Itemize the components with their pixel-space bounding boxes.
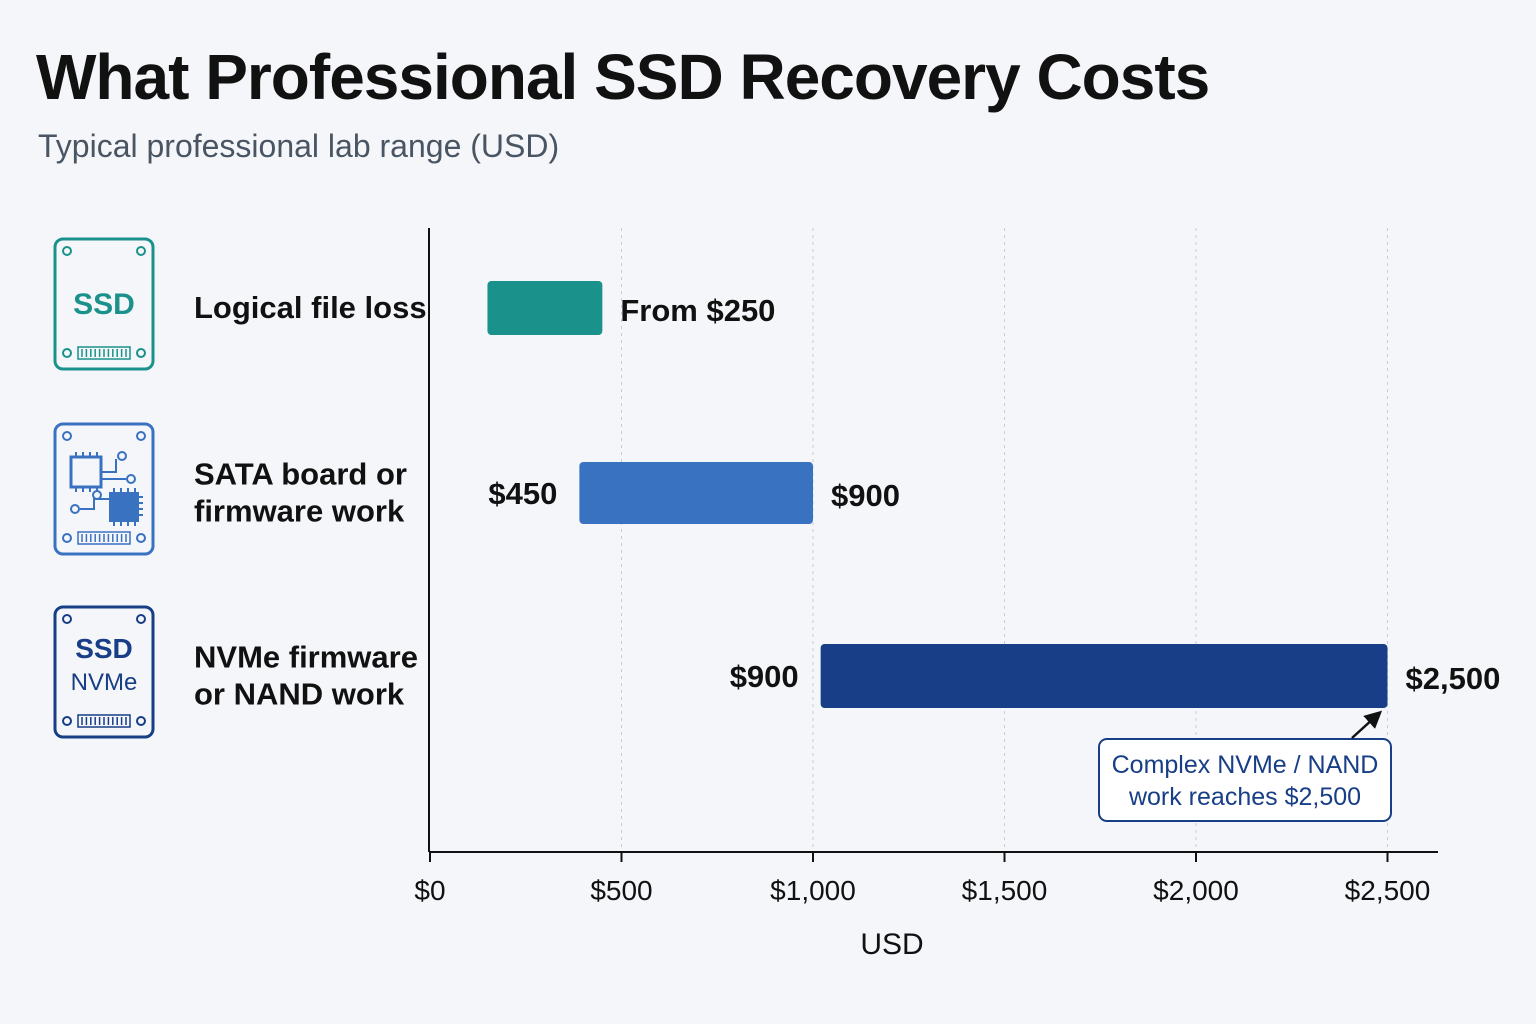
annotation-text: Complex NVMe / NAND xyxy=(1112,751,1379,779)
category-label: firmware work xyxy=(194,494,405,529)
ssd-chip-icon: SSD xyxy=(53,237,155,371)
chart-title: What Professional SSD Recovery Costs xyxy=(36,41,1210,113)
x-tick-label: $1,000 xyxy=(770,875,856,906)
category-label: or NAND work xyxy=(194,677,405,712)
range-bar xyxy=(820,644,1388,708)
category-label: SATA board or xyxy=(194,457,407,492)
range-bar xyxy=(487,281,603,335)
x-axis-label: USD xyxy=(860,928,923,961)
x-tick-label: $1,500 xyxy=(962,875,1048,906)
annotation-arrow xyxy=(1351,710,1383,739)
bar-low-label: $900 xyxy=(730,659,799,694)
x-tick-label: $500 xyxy=(590,875,652,906)
bar-high-label: $2,500 xyxy=(1406,661,1501,696)
circuit-board-icon xyxy=(53,422,155,556)
bar-low-label: $450 xyxy=(488,476,557,511)
chart-subtitle: Typical professional lab range (USD) xyxy=(38,128,560,164)
x-tick-label: $2,000 xyxy=(1153,875,1239,906)
range-bar xyxy=(579,462,813,524)
nvme-drive-icon: SSD NVMe xyxy=(53,605,155,739)
category-label: Logical file loss xyxy=(194,290,427,325)
icon-label: SSD xyxy=(73,288,135,321)
annotation-box xyxy=(1098,738,1392,822)
bar-high-label: $900 xyxy=(831,478,900,513)
x-tick-label: $2,500 xyxy=(1345,875,1431,906)
bar-high-label: From $250 xyxy=(620,293,775,328)
icon-label: SSD xyxy=(75,633,133,664)
annotation-text: work reaches $2,500 xyxy=(1128,783,1361,811)
x-tick-label: $0 xyxy=(414,875,445,906)
category-label: NVMe firmware xyxy=(194,640,418,675)
icon-label: NVMe xyxy=(71,669,138,696)
